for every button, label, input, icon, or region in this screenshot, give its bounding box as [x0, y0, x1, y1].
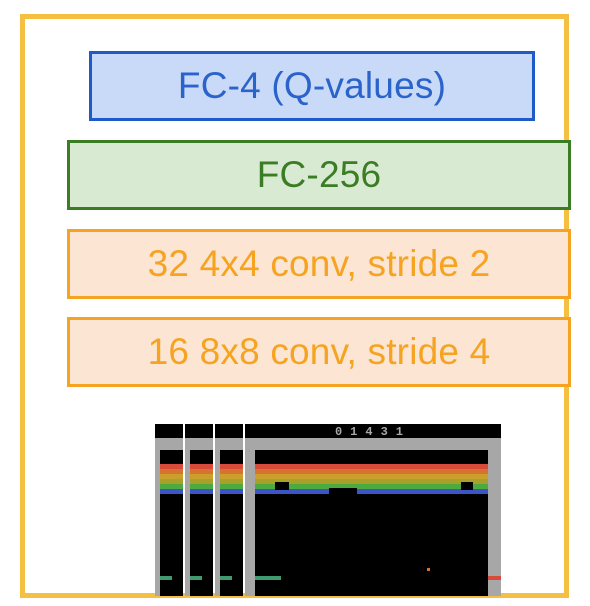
input-frame-3-image: [215, 424, 243, 596]
brick-row: [220, 464, 243, 469]
brick-row: [190, 479, 213, 484]
layer-fc-256: FC-256: [67, 140, 571, 210]
brick-row: [220, 484, 243, 489]
brick-row: [220, 469, 243, 474]
input-frame-2-image: [185, 424, 213, 596]
input-frame-1: [155, 424, 183, 596]
brick-row: [160, 474, 183, 479]
input-frames-stack: 01431: [155, 424, 505, 596]
layer-conv-16-8x8: 16 8x8 conv, stride 4: [67, 317, 571, 387]
diagram-frame: FC-4 (Q-values) FC-256 32 4x4 conv, stri…: [20, 14, 571, 598]
brick-row: [160, 489, 183, 494]
brick-row: [220, 479, 243, 484]
brick-row: [190, 484, 213, 489]
layer-fc-4-label: FC-4 (Q-values): [177, 65, 447, 106]
input-frame-1-image: [155, 424, 183, 596]
brick-row: [255, 474, 488, 479]
brick-row: [220, 489, 243, 494]
input-frame-2: [185, 424, 213, 596]
layer-conv-16-label: 16 8x8 conv, stride 4: [147, 331, 491, 372]
brick-row: [190, 474, 213, 479]
brick-row: [220, 474, 243, 479]
layer-conv-32-label: 32 4x4 conv, stride 2: [147, 243, 491, 284]
layer-conv-32-4x4: 32 4x4 conv, stride 2: [67, 229, 571, 299]
brick-row: [255, 489, 488, 494]
layer-fc-256-label: FC-256: [256, 154, 382, 195]
input-frame-4-image: 01431: [245, 424, 501, 596]
input-frame-3: [215, 424, 243, 596]
layer-fc-4-q-values: FC-4 (Q-values): [89, 51, 535, 121]
brick-row: [160, 469, 183, 474]
brick-row: [255, 484, 488, 489]
brick-row: [255, 469, 488, 474]
input-frame-4: 01431: [245, 424, 501, 596]
brick-row: [255, 479, 488, 484]
brick-row: [190, 464, 213, 469]
brick-row: [160, 484, 183, 489]
score-display: 01431: [335, 425, 411, 439]
brick-row: [160, 464, 183, 469]
brick-row: [160, 479, 183, 484]
brick-row: [190, 489, 213, 494]
brick-row: [190, 469, 213, 474]
brick-row: [255, 464, 488, 469]
